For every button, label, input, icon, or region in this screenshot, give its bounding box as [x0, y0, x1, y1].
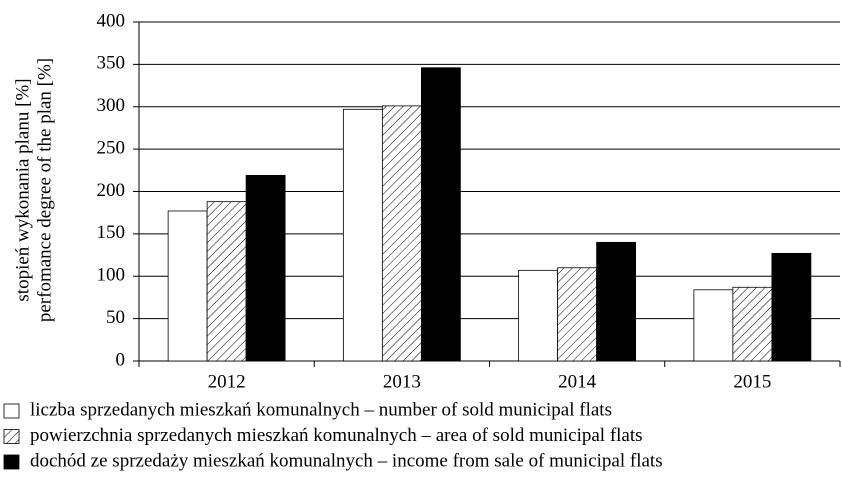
y-tick-label: 150	[97, 222, 126, 243]
bar	[518, 269, 559, 362]
bar	[693, 289, 734, 362]
legend-label: powierzchnia sprzedanych mieszkań komuna…	[30, 425, 643, 446]
x-tick-label: 2012	[208, 371, 246, 392]
bar	[342, 108, 383, 362]
y-tick-label: 350	[97, 53, 126, 74]
bar	[732, 286, 773, 362]
bar	[771, 252, 812, 362]
y-tick-label: 0	[116, 349, 126, 370]
bar	[596, 241, 637, 362]
y-tick-label: 200	[97, 180, 126, 201]
legend-label: dochód ze sprzedaży mieszkań komunalnych…	[30, 450, 663, 471]
bar	[245, 174, 286, 362]
y-tick-label: 250	[97, 137, 126, 158]
y-axis-label: stopień wykonania planu [%]	[12, 78, 33, 301]
bar	[557, 267, 598, 362]
y-tick-label: 50	[106, 307, 125, 328]
legend-swatch	[3, 429, 20, 444]
y-tick-label: 100	[97, 265, 126, 286]
x-tick-label: 2014	[558, 371, 597, 392]
bar	[167, 210, 208, 362]
y-tick-label: 400	[97, 10, 126, 31]
y-tick-label: 300	[97, 95, 126, 116]
legend-swatch	[3, 403, 20, 419]
bar	[420, 67, 461, 362]
legend-swatch	[3, 454, 20, 470]
bar	[206, 201, 247, 362]
y-axis-label: perfomance degree of the plan [%]	[34, 58, 55, 322]
x-tick-label: 2015	[733, 371, 771, 392]
legend-label: liczba sprzedanych mieszkań komunalnych …	[30, 399, 612, 420]
x-tick-label: 2013	[383, 371, 421, 392]
bar	[381, 105, 422, 362]
